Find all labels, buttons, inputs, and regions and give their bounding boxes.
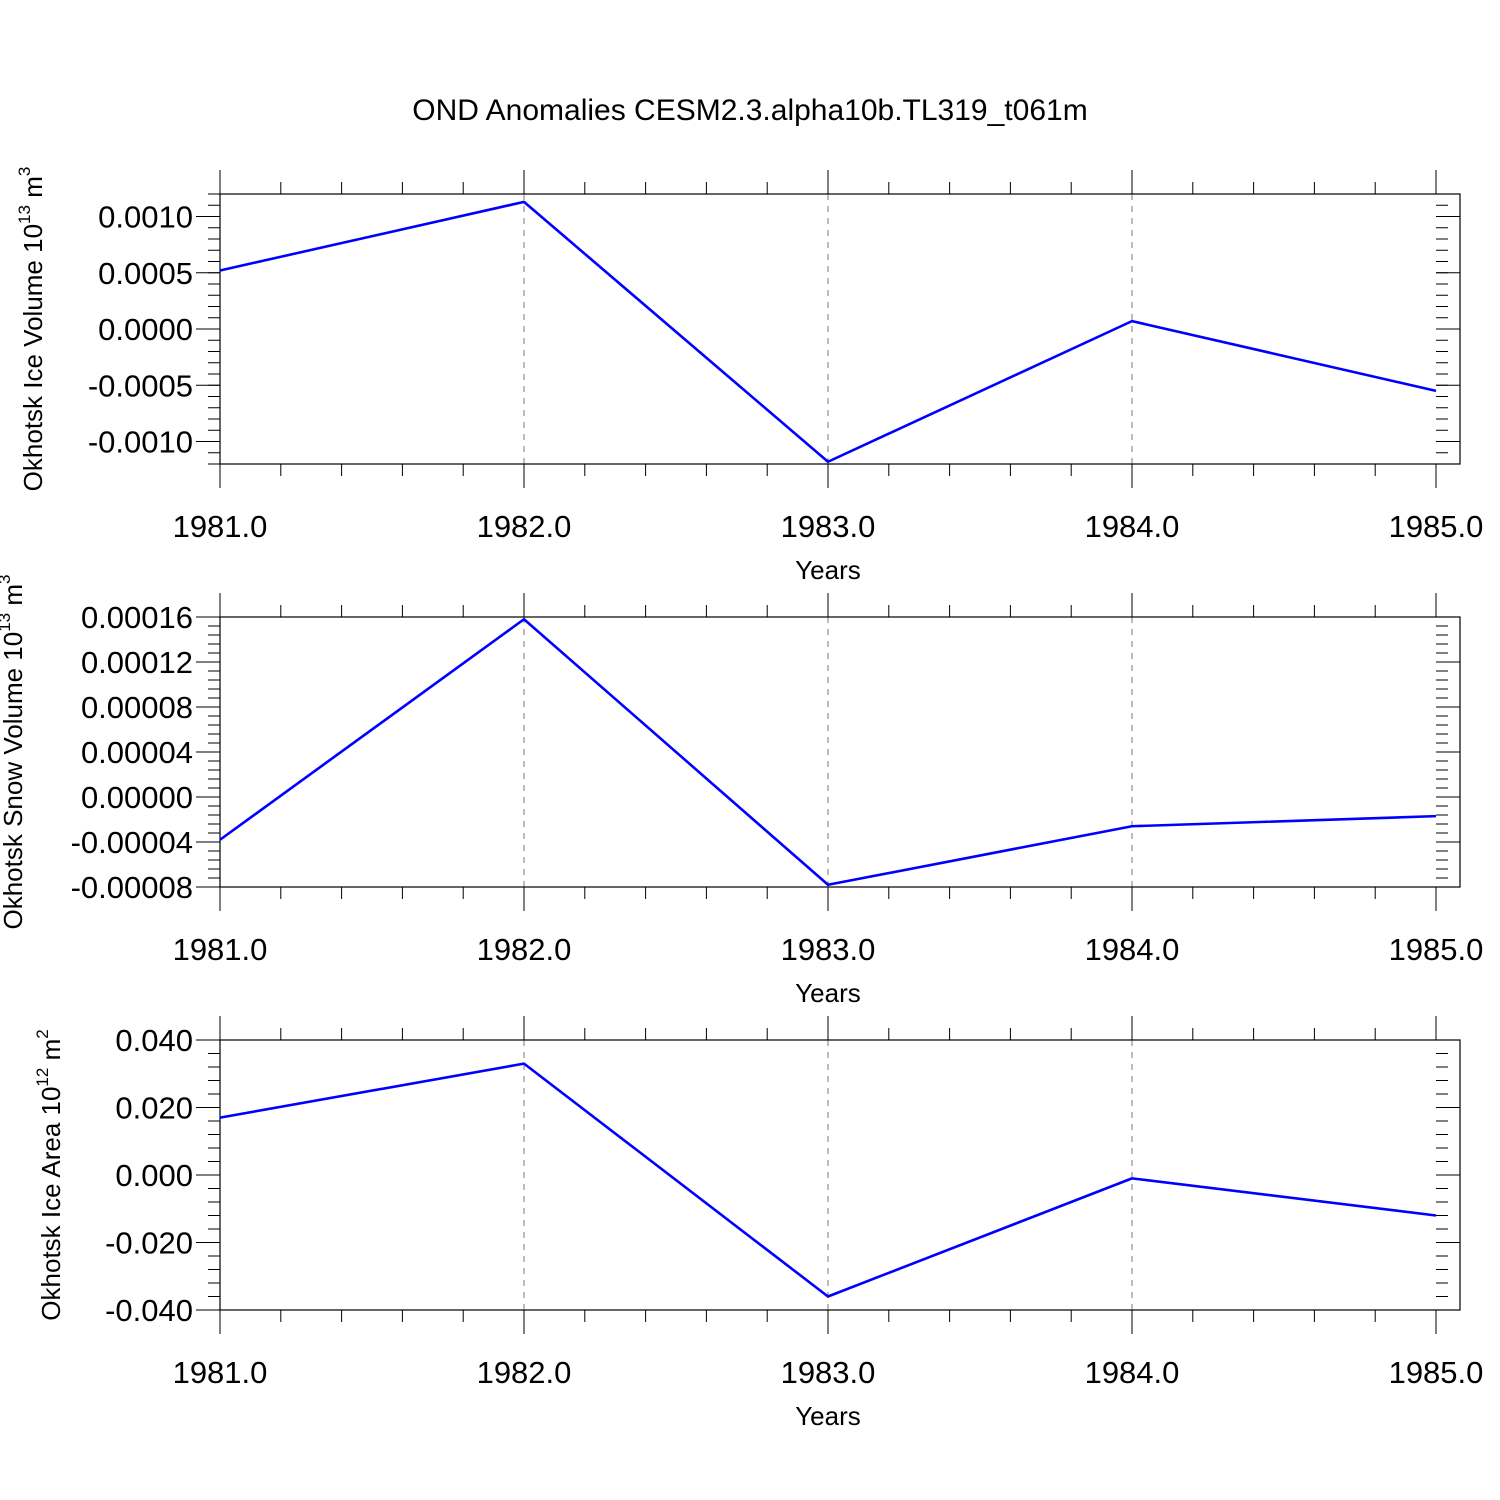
x-tick-label: 1983.0 (781, 1355, 876, 1390)
y-axis-title: Okhotsk Snow Volume 1013 m3 (0, 575, 28, 930)
y-tick-label: -0.020 (105, 1226, 193, 1261)
x-axis-title: Years (795, 1401, 861, 1431)
x-tick-label: 1984.0 (1085, 509, 1180, 544)
x-tick-label: 1984.0 (1085, 1355, 1180, 1390)
x-tick-label: 1984.0 (1085, 932, 1180, 967)
y-tick-label: -0.0005 (88, 368, 193, 403)
x-tick-label: 1983.0 (781, 509, 876, 544)
y-tick-label: 0.00004 (81, 735, 193, 770)
y-tick-label: -0.00004 (71, 825, 193, 860)
x-tick-label: 1982.0 (477, 932, 572, 967)
y-tick-label: -0.0010 (88, 425, 193, 460)
y-tick-label: 0.00008 (81, 690, 193, 725)
y-tick-label: 0.020 (115, 1091, 193, 1126)
y-tick-label: 0.0010 (98, 200, 193, 235)
plot-frame (219, 616, 1461, 888)
panels: 1981.0 1982.0 1983.0 1984.0 1985.0 0.0010 0.00… (0, 167, 1483, 1431)
y-tick-label: 0.00012 (81, 645, 193, 680)
x-tick-label: 1985.0 (1389, 1355, 1484, 1390)
x-tick-label: 1983.0 (781, 932, 876, 967)
x-tick-label: 1981.0 (173, 932, 268, 967)
x-tick-label: 1981.0 (173, 509, 268, 544)
y-tick-label: 0.00016 (81, 600, 193, 635)
x-tick-label: 1985.0 (1389, 932, 1484, 967)
y-tick-label: -0.00008 (71, 870, 193, 905)
panel-1: 1981.0 1982.0 1983.0 1984.0 1985.0 0.0010 0.00… (15, 167, 1483, 585)
y-tick-label: 0.00000 (81, 780, 193, 815)
y-axis-title: Okhotsk Ice Volume 1013 m3 (15, 167, 48, 492)
x-tick-label: 1981.0 (173, 1355, 268, 1390)
x-tick-label: 1985.0 (1389, 509, 1484, 544)
x-axis-title: Years (795, 978, 861, 1008)
y-tick-label: 0.000 (115, 1158, 193, 1193)
plot-frame (219, 193, 1461, 465)
chart-title: OND Anomalies CESM2.3.alpha10b.TL319_t06… (412, 94, 1087, 127)
y-tick-label: 0.0000 (98, 312, 193, 347)
y-tick-label: 0.0005 (98, 256, 193, 291)
panel-3: 1981.0 1982.0 1983.0 1984.0 1985.0 0.040 0.020… (33, 1016, 1483, 1431)
y-tick-label: -0.040 (105, 1293, 193, 1328)
plot-frame (219, 1039, 1461, 1311)
x-axis-title: Years (795, 555, 861, 585)
x-tick-label: 1982.0 (477, 509, 572, 544)
panel-2: 1981.0 1982.0 1983.0 1984.0 1985.0 0.00016 0.0… (0, 575, 1483, 1009)
x-tick-label: 1982.0 (477, 1355, 572, 1390)
y-axis-title: Okhotsk Ice Area 1012 m2 (33, 1029, 66, 1320)
y-tick-label: 0.040 (115, 1023, 193, 1058)
